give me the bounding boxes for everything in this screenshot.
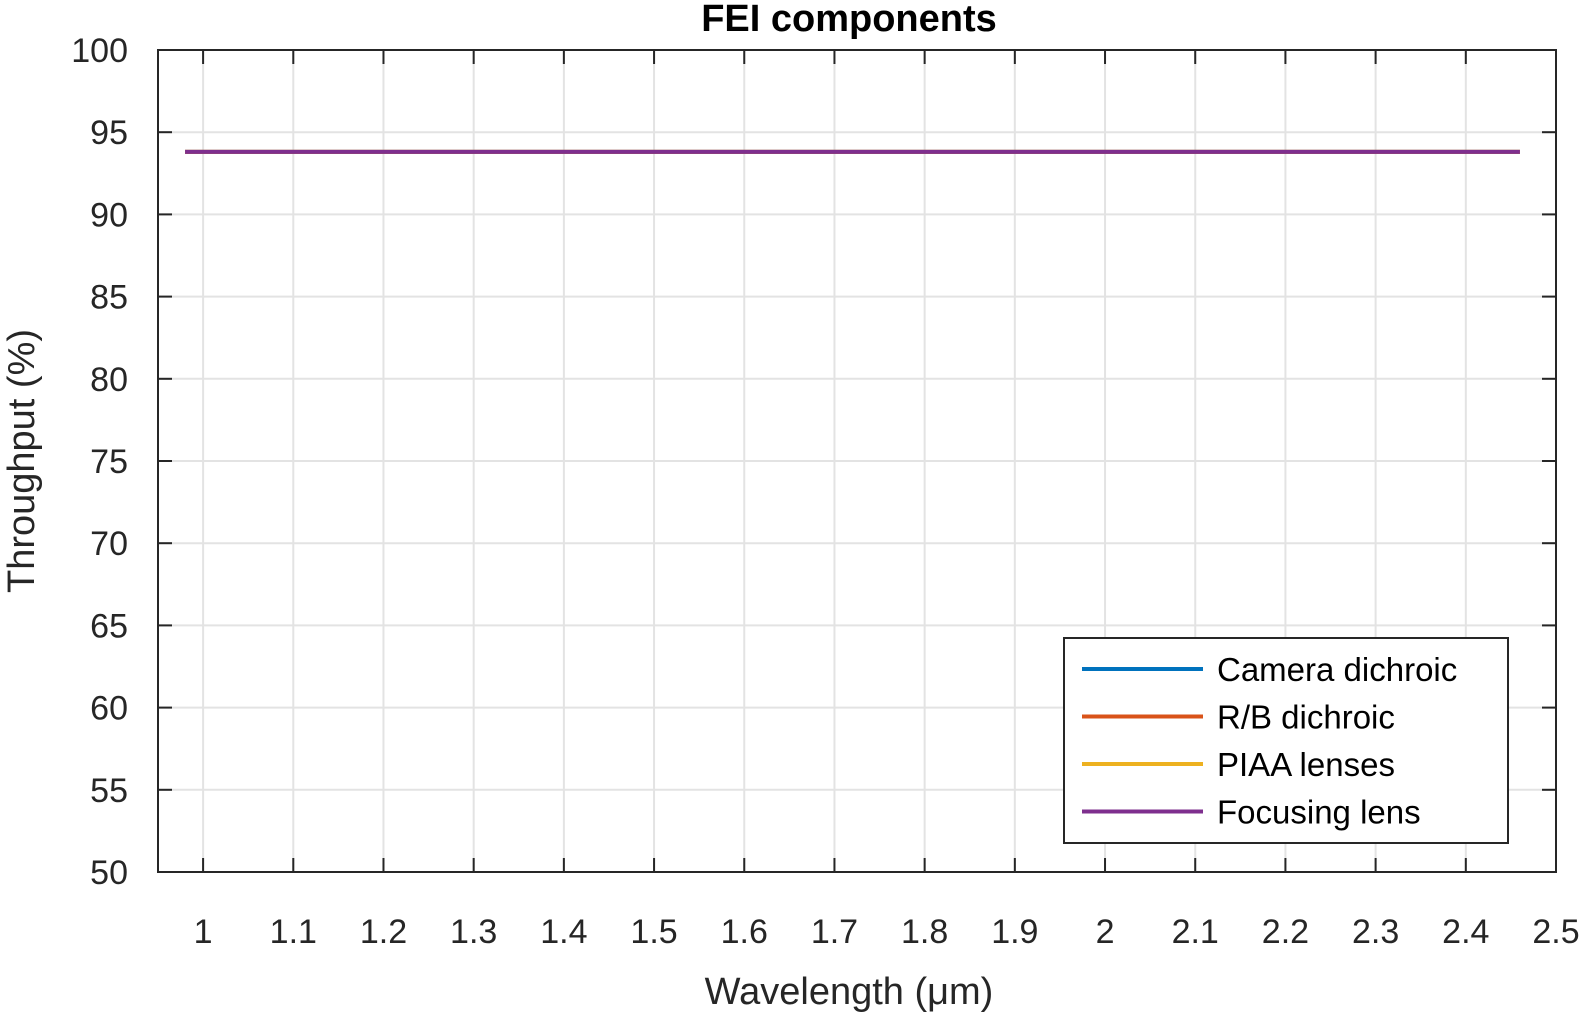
x-tick-label: 1 — [194, 913, 213, 951]
legend-entry: PIAA lenses — [1217, 746, 1395, 783]
axis-ticks: 1 1.1 1.2 1.3 1.4 1.5 1.6 1.7 1.8 1.9 2 2.1 2.2 2.3 2.… — [71, 32, 1579, 951]
x-tick-label: 1.8 — [901, 913, 948, 951]
y-tick-label: 50 — [90, 854, 128, 892]
x-axis-label: Wavelength (μm) — [705, 971, 994, 1013]
x-tick-label: 1.7 — [811, 913, 858, 951]
x-tick-label: 2.1 — [1172, 913, 1219, 951]
y-tick-label: 75 — [90, 443, 128, 481]
x-tick-label: 2 — [1096, 913, 1115, 951]
y-tick-label: 60 — [90, 690, 128, 728]
y-tick-label: 100 — [71, 32, 128, 70]
y-tick-label: 85 — [90, 279, 128, 317]
y-tick-label: 65 — [90, 607, 128, 645]
y-tick-label: 55 — [90, 772, 128, 810]
x-tick-label: 1.9 — [991, 913, 1038, 951]
x-tick-label: 1.2 — [360, 913, 407, 951]
y-axis-label: Throughput (%) — [1, 329, 43, 593]
y-tick-label: 95 — [90, 114, 128, 152]
y-tick-label: 90 — [90, 196, 128, 234]
x-tick-label: 2.3 — [1352, 913, 1399, 951]
y-tick-label: 70 — [90, 525, 128, 563]
legend: Camera dichroic R/B dichroic PIAA lenses Fo… — [1063, 637, 1509, 844]
y-tick-label: 80 — [90, 361, 128, 399]
chart-title: FEI components — [701, 0, 997, 40]
x-tick-label: 2.4 — [1442, 913, 1489, 951]
legend-box — [1063, 637, 1509, 844]
legend-entry: Camera dichroic — [1217, 651, 1457, 688]
x-tick-label: 2.2 — [1262, 913, 1309, 951]
legend-entry: R/B dichroic — [1217, 699, 1395, 736]
x-tick-label: 1.5 — [630, 913, 677, 951]
x-tick-label: 1.6 — [721, 913, 768, 951]
legend-entry: Focusing lens — [1217, 794, 1421, 831]
x-tick-label: 1.4 — [540, 913, 587, 951]
x-tick-label: 2.5 — [1532, 913, 1579, 951]
x-tick-label: 1.3 — [450, 913, 497, 951]
x-tick-label: 1.1 — [270, 913, 317, 951]
